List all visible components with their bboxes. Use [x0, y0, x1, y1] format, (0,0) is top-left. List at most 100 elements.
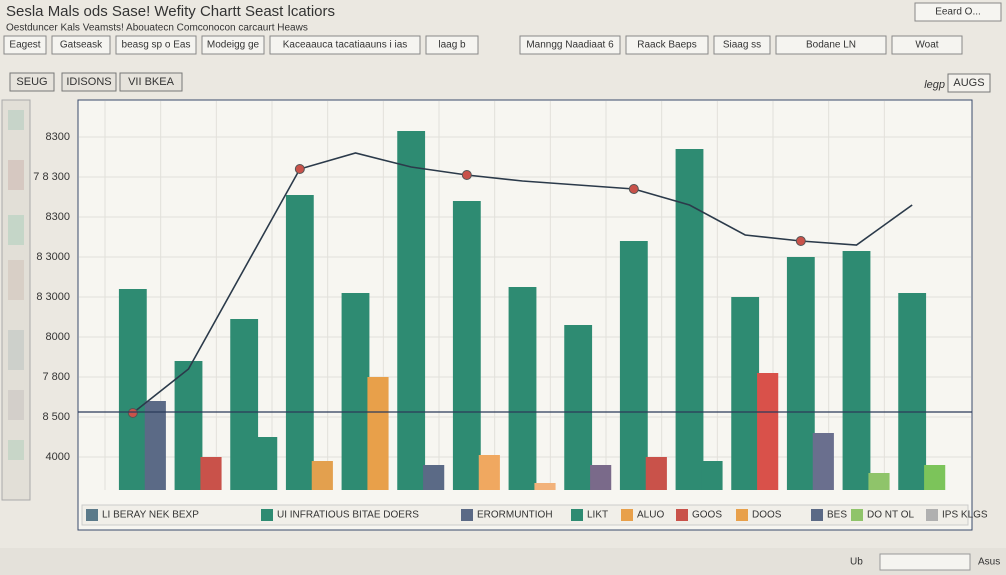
toolbar-label: laag b: [438, 40, 466, 51]
legend-label: BES: [827, 510, 847, 521]
toolbar-button[interactable]: [3, 35, 47, 55]
accent-bar: [256, 437, 278, 490]
toolbar-label: Woat: [915, 40, 938, 51]
y-tick-label: 8300: [46, 131, 70, 143]
legend-swatch: [86, 509, 98, 521]
accent-bar: [590, 465, 612, 490]
bar: [898, 293, 927, 490]
bar: [174, 361, 203, 490]
bar: [397, 131, 426, 490]
accent-bar: [311, 461, 333, 490]
bar: [564, 325, 593, 490]
legend-label: LIKT: [587, 510, 608, 521]
accent-bar: [367, 377, 389, 490]
line-marker: [127, 408, 138, 418]
window-title: Sesla Mals ods Sase! Wefity Chartt Seast…: [6, 3, 335, 20]
tab-label: VII BKEA: [128, 76, 175, 88]
toolbar-button[interactable]: [425, 35, 479, 55]
icon[interactable]: [8, 260, 24, 300]
toolbar-button[interactable]: [51, 35, 111, 55]
accent-bar: [868, 473, 890, 490]
bar: [118, 289, 147, 490]
accent-bar: [200, 457, 222, 490]
search-box[interactable]: [914, 2, 1002, 22]
right-label: legp: [924, 79, 945, 91]
legend-label: DOOS: [752, 510, 782, 521]
y-tick-label: 8300: [46, 211, 70, 223]
accent-bar: [478, 455, 500, 490]
legend-swatch: [811, 509, 823, 521]
status-text: Ub: [850, 557, 863, 568]
bar: [452, 201, 481, 490]
bar: [341, 293, 370, 490]
toolbar-button[interactable]: [625, 35, 709, 55]
toolbar-label: Raack Baeps: [637, 40, 696, 51]
toolbar-button[interactable]: [775, 35, 887, 55]
toolbar-button[interactable]: [891, 35, 963, 55]
sidebar-icons: [8, 110, 24, 460]
tabs: SEUG IDISONS VII BKEA: [9, 72, 183, 92]
legend-swatch: [851, 509, 863, 521]
legend: LI BERAY NEK BEXP UI INFRATIOUS BITAE DOE…: [81, 504, 988, 526]
toolbar-button[interactable]: [713, 35, 771, 55]
toolbar-button[interactable]: [269, 35, 421, 55]
legend-label: DO NT OL: [867, 510, 914, 521]
tab-label: SEUG: [16, 76, 47, 88]
legend-swatch: [736, 509, 748, 521]
line-marker: [795, 236, 806, 246]
status: Ub Asus: [850, 553, 1000, 571]
toolbar-button[interactable]: [201, 35, 265, 55]
right-button[interactable]: [947, 73, 991, 93]
bar: [285, 195, 314, 490]
toolbar-button[interactable]: [519, 35, 621, 55]
line-marker: [461, 170, 472, 180]
tab[interactable]: [61, 72, 117, 92]
bar: [786, 257, 815, 490]
line: [132, 152, 913, 414]
line-marker: [628, 184, 639, 194]
y-tick-label: 8 3000: [36, 291, 70, 303]
tab[interactable]: [9, 72, 55, 92]
legend-swatch: [676, 509, 688, 521]
status-text: Asus: [978, 557, 1000, 568]
y-tick-label: 4000: [46, 451, 70, 463]
toolbar-label: Eagest: [9, 40, 40, 51]
accent-bar: [423, 465, 445, 490]
right-button-text: AUGS: [953, 77, 984, 89]
toolbar-button[interactable]: [115, 35, 197, 55]
icon[interactable]: [8, 390, 24, 420]
legend-swatch: [461, 509, 473, 521]
plot: 8300 7 8 300 8300 8 3000 8 3000 8000 7 800 8 50…: [33, 101, 971, 490]
legend-label: UI INFRATIOUS BITAE DOERS: [277, 510, 419, 521]
icon[interactable]: [8, 160, 24, 190]
legend-swatch: [261, 509, 273, 521]
search-text: Eeard O...: [935, 7, 981, 18]
tab[interactable]: [119, 72, 183, 92]
toolbar-label: Modeigg ge: [207, 40, 260, 51]
legend-swatch: [571, 509, 583, 521]
bar: [508, 287, 537, 490]
legend-label: IPS KLGS: [942, 510, 988, 521]
toolbar-label: Siaag ss: [723, 40, 761, 51]
icon[interactable]: [8, 110, 24, 130]
y-tick-label: 7 800: [42, 371, 70, 383]
status-bar: [0, 548, 1006, 575]
toolbar-label: Manngg Naadiaat 6: [526, 40, 614, 51]
bar: [675, 149, 704, 490]
y-tick-label: 8000: [46, 331, 70, 343]
icon[interactable]: [8, 215, 24, 245]
bar: [842, 251, 871, 490]
status-field[interactable]: [879, 553, 971, 571]
icon[interactable]: [8, 440, 24, 460]
tab-label: IDISONS: [66, 76, 111, 88]
toolbar-label: Bodane LN: [806, 40, 856, 51]
legend-swatch: [621, 509, 633, 521]
legend-label: GOOS: [692, 510, 722, 521]
bar: [619, 241, 648, 490]
subtitle: Oestduncer Kals Veamsts! Abouatecn Comco…: [6, 23, 308, 34]
toolbar-label: Kaceaauca tacatiaauns i ias: [283, 40, 408, 51]
line-marker: [294, 164, 305, 174]
icon[interactable]: [8, 330, 24, 370]
bar: [731, 297, 760, 490]
